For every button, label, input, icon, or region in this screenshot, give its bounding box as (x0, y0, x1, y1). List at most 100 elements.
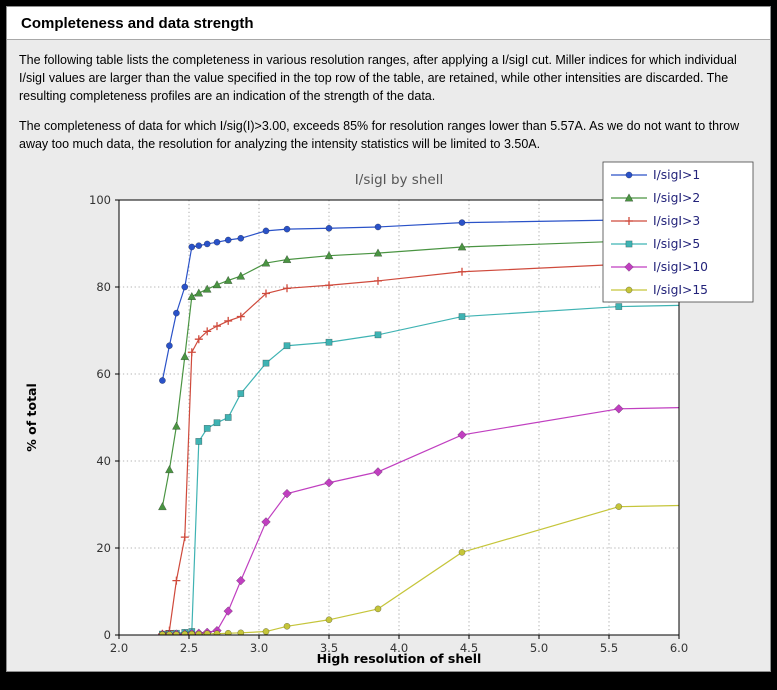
x-axis-label: High resolution of shell (317, 651, 482, 666)
series-marker (262, 227, 270, 234)
series-marker (458, 312, 466, 320)
series-marker (283, 284, 291, 293)
series-marker (188, 243, 196, 251)
series-marker (157, 501, 167, 510)
series-marker (224, 413, 232, 421)
series-marker (224, 629, 232, 635)
y-tick-label: 60 (96, 367, 111, 381)
series-marker (457, 429, 467, 440)
legend-label: I/sigI>5 (653, 237, 700, 251)
series-marker (224, 316, 233, 325)
series-marker (159, 376, 166, 384)
series-marker (203, 630, 211, 635)
series-marker (261, 516, 271, 527)
y-tick-label: 100 (89, 193, 111, 207)
series-marker (458, 219, 466, 226)
series-marker (262, 359, 270, 367)
x-tick-label: 3.5 (320, 641, 338, 655)
series-marker (181, 630, 189, 635)
x-tick-label: 6.0 (670, 641, 688, 655)
series-marker (195, 437, 203, 445)
series-marker (213, 238, 221, 246)
series-marker (187, 348, 196, 356)
series-marker (625, 216, 633, 225)
legend-label: I/sigI>3 (653, 214, 700, 228)
series-marker (224, 236, 232, 244)
series-marker (171, 421, 181, 430)
series-marker (236, 271, 246, 280)
y-tick-label: 20 (96, 541, 111, 555)
series-marker (181, 283, 189, 291)
series-marker (625, 286, 633, 294)
series-marker (203, 327, 212, 336)
series-marker (283, 342, 291, 349)
series-marker (283, 622, 291, 630)
series-marker (374, 223, 382, 231)
series-marker (615, 503, 623, 510)
series-marker (212, 279, 222, 289)
x-tick-label: 2.0 (110, 641, 128, 655)
description-paragraph-2: The completeness of data for which I/sig… (19, 119, 740, 151)
series-marker (625, 171, 633, 179)
series-marker (614, 403, 624, 414)
x-tick-label: 4.5 (460, 641, 478, 655)
completeness-chart: I/sigI by shell 2.0 2.5 3.0 3.5 4.0 4.5 5.0 5.5 6… (24, 161, 754, 666)
legend: I/sigI>1 I/sigI>2 I/sigI>3 I/sigI>5 I/sigI>1… (602, 161, 754, 303)
series-marker (324, 250, 334, 259)
series-marker (374, 331, 382, 338)
series-marker (194, 288, 204, 297)
series-marker (457, 242, 467, 251)
series-marker (195, 630, 203, 635)
x-tick-label: 5.5 (600, 641, 618, 655)
y-tick-label: 80 (96, 280, 111, 294)
series-marker (236, 312, 245, 321)
series-marker (173, 309, 180, 317)
page-title: Completeness and data strength (21, 15, 254, 32)
y-axis-label: % of total (24, 383, 39, 452)
series-marker (223, 606, 233, 616)
x-tick-label: 5.0 (530, 641, 548, 655)
series-marker (458, 267, 466, 276)
series-marker (213, 630, 221, 635)
series-marker (261, 258, 271, 267)
results-panel: Completeness and data strength The follo… (6, 6, 771, 672)
x-tick-label: 2.5 (180, 641, 198, 655)
series-marker (164, 464, 174, 473)
series-marker (262, 289, 270, 298)
series-marker (625, 240, 633, 248)
chart-title: I/sigI by shell (355, 172, 443, 188)
panel-header: Completeness and data strength (7, 7, 770, 40)
series-marker (374, 276, 382, 285)
legend-label: I/sigI>10 (653, 260, 708, 274)
series-marker (213, 419, 221, 426)
series-marker (213, 321, 221, 330)
series-marker (237, 234, 245, 242)
series-marker (615, 302, 623, 310)
series-marker (324, 477, 334, 488)
series-marker (325, 616, 333, 623)
series-marker (282, 254, 292, 263)
series-marker (373, 466, 383, 477)
legend-label: I/sigI>1 (653, 168, 700, 182)
y-tick-label: 0 (104, 628, 111, 642)
series-marker (237, 629, 245, 635)
series-marker (172, 576, 181, 585)
series-marker (325, 338, 333, 346)
plot-background (119, 199, 679, 635)
series-marker (203, 424, 211, 432)
y-tick-label: 40 (96, 454, 111, 468)
series-marker (373, 248, 383, 257)
series-marker (283, 225, 291, 233)
series-marker (262, 627, 270, 635)
series-marker (325, 281, 333, 290)
series-marker (282, 488, 292, 499)
series-marker (188, 630, 196, 635)
series-marker (166, 342, 173, 349)
legend-label: I/sigI>15 (653, 283, 708, 297)
series-marker (624, 193, 634, 202)
series-marker (180, 532, 189, 541)
series-marker (325, 224, 333, 232)
series-marker (624, 261, 634, 272)
legend-box (602, 161, 754, 303)
